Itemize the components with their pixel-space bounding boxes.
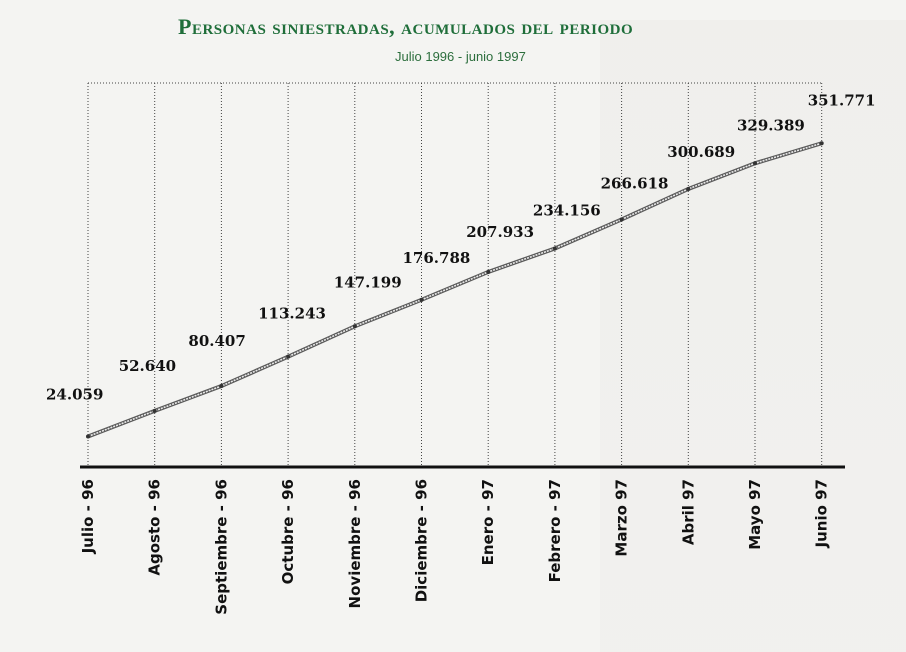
data-point-6 (419, 297, 424, 302)
chart-title: Personas siniestradas, acumulados del pe… (178, 14, 634, 39)
data-point-1 (86, 434, 90, 439)
tick-label-3: Septiembre - 96 (212, 479, 230, 615)
tick-label-11: Mayo 97 (746, 479, 764, 550)
data-point-4 (286, 354, 291, 359)
data-label-10: 300.689 (667, 143, 735, 161)
data-label-11: 329.389 (737, 116, 805, 134)
data-point-2 (152, 408, 157, 413)
data-label-2: 52.640 (119, 357, 176, 375)
tick-label-7: Enero - 97 (479, 479, 497, 565)
data-label-8: 234.156 (533, 201, 601, 219)
data-point-5 (352, 324, 357, 329)
tick-label-5: Noviembre - 96 (346, 479, 364, 608)
data-label-7: 207.933 (466, 223, 534, 241)
tick-label-9: Marzo 97 (613, 479, 631, 557)
tick-label-6: Diciembre - 96 (413, 479, 431, 602)
data-point-9 (619, 217, 624, 222)
chart-subtitle: Julio 1996 - junio 1997 (395, 49, 526, 64)
tick-label-1: Julio - 96 (79, 479, 97, 554)
tick-label-8: Febrero - 97 (546, 479, 564, 582)
tick-label-10: Abril 97 (679, 479, 697, 545)
data-label-3: 80.407 (188, 332, 245, 350)
data-label-5: 147.199 (334, 273, 402, 291)
data-label-12: 351.771 (808, 91, 876, 109)
data-point-10 (686, 186, 691, 191)
data-label-9: 266.618 (601, 174, 669, 192)
data-point-3 (219, 384, 224, 389)
data-point-7 (486, 269, 491, 274)
tick-label-2: Agosto - 96 (146, 479, 164, 576)
data-point-8 (552, 246, 557, 251)
data-point-11 (753, 161, 757, 166)
data-label-6: 176.788 (403, 249, 471, 267)
data-point-12 (819, 141, 824, 146)
tick-label-4: Octubre - 96 (279, 479, 297, 584)
background-page-text (600, 20, 906, 652)
series-line-inner (87, 142, 822, 438)
data-label-1: 24.059 (46, 385, 103, 403)
tick-label-12: Junio 97 (813, 479, 831, 548)
data-label-4: 113.243 (258, 305, 326, 323)
series-line (87, 141, 823, 439)
